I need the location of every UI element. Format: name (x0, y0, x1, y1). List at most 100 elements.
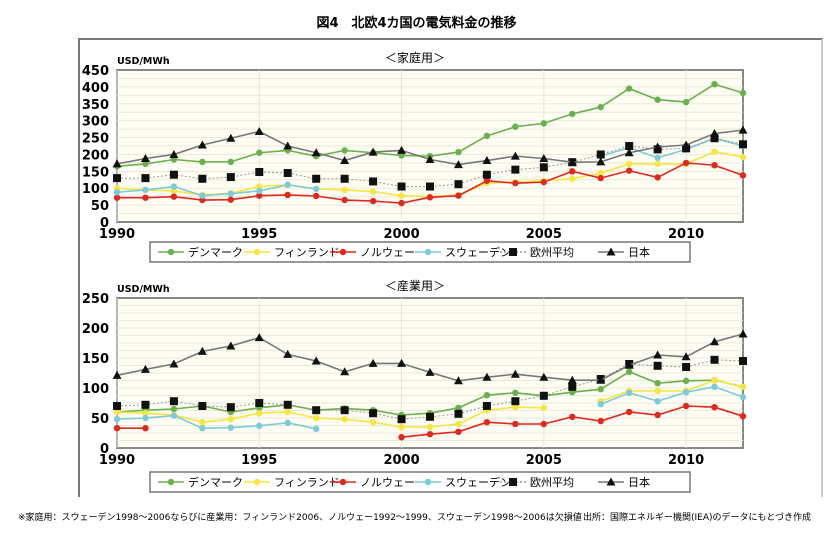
series-ノルウェー (113, 159, 747, 207)
data-point (140, 153, 150, 162)
data-point (567, 157, 577, 166)
y-tick-label: 250 (82, 132, 109, 147)
data-point (227, 158, 235, 166)
data-point (141, 400, 150, 409)
legend-item: スウェーデン (415, 245, 511, 259)
series-ノルウェー (113, 402, 747, 441)
legend: デンマーク フィンランド ノルウェー スウェーデン 欧州平均 日本 (149, 241, 691, 263)
data-point (625, 389, 633, 396)
data-point (398, 434, 405, 441)
data-point (312, 185, 320, 193)
data-point (625, 160, 633, 168)
series-line (116, 137, 744, 197)
data-point (425, 367, 435, 376)
data-point (368, 147, 378, 156)
data-point (539, 163, 548, 172)
data-point (739, 89, 747, 97)
data-point (738, 329, 748, 338)
legend-label: 日本 (628, 245, 650, 259)
data-point (569, 175, 576, 182)
data-point (681, 352, 691, 361)
series-line (116, 379, 744, 428)
data-point (569, 168, 576, 175)
data-point (682, 363, 691, 371)
data-point (340, 156, 350, 165)
data-point (711, 383, 718, 390)
legend-label: スウェーデン (445, 245, 511, 259)
data-point (197, 346, 207, 355)
data-point (596, 157, 606, 166)
data-point (113, 174, 121, 183)
legend-marker (253, 248, 261, 256)
data-point (511, 165, 520, 174)
data-point (597, 174, 604, 182)
data-point (512, 123, 519, 130)
data-point (226, 403, 235, 412)
data-point (483, 392, 491, 399)
data-point (199, 425, 206, 432)
data-point (455, 428, 462, 435)
data-point (170, 193, 178, 200)
data-point (455, 420, 462, 428)
data-point (227, 424, 235, 431)
data-point (169, 397, 178, 406)
data-point (170, 187, 178, 195)
data-point (226, 173, 235, 182)
series-日本 (112, 125, 748, 169)
data-point (256, 422, 263, 429)
data-point (256, 192, 263, 199)
data-point (539, 372, 549, 381)
data-point (256, 149, 263, 156)
data-point (682, 377, 690, 384)
x-tick-label: 1990 (99, 453, 135, 468)
data-point (454, 409, 463, 418)
data-point (283, 349, 293, 358)
data-point (142, 414, 149, 422)
data-point (511, 397, 520, 406)
data-point (512, 389, 519, 396)
y-tick-label: 50 (91, 412, 109, 427)
data-point (312, 406, 321, 415)
data-point (711, 404, 718, 411)
data-point (567, 375, 577, 384)
data-point (311, 148, 321, 157)
data-point (170, 412, 178, 419)
data-point (625, 408, 633, 416)
data-point (113, 194, 121, 201)
figure-frame (78, 38, 823, 497)
data-point (341, 147, 348, 154)
data-point (199, 196, 206, 204)
data-point (369, 177, 378, 186)
data-point (368, 358, 378, 367)
data-point (340, 406, 349, 415)
y-tick-label: 150 (82, 165, 109, 180)
data-point (226, 133, 236, 142)
legend-label: フィンランド (274, 246, 340, 259)
data-point (398, 199, 405, 207)
legend-item: 欧州平均 (500, 476, 574, 489)
data-point (284, 419, 291, 426)
legend-label: 欧州平均 (530, 476, 574, 489)
x-tick-label: 2005 (526, 227, 562, 242)
data-point (169, 359, 179, 368)
data-point (711, 377, 718, 384)
y-tick-label: 250 (82, 292, 109, 307)
data-point (540, 404, 548, 411)
data-point (312, 414, 320, 422)
data-point (226, 341, 236, 350)
data-point (141, 174, 150, 183)
data-point (739, 383, 747, 390)
data-point (739, 413, 747, 420)
legend-marker (509, 248, 517, 256)
data-point (596, 375, 606, 384)
data-point (113, 408, 121, 416)
data-point (113, 189, 121, 196)
legend-marker (253, 478, 261, 486)
data-point (682, 389, 690, 396)
data-point (425, 155, 435, 164)
data-point (283, 400, 292, 409)
data-point (597, 103, 604, 111)
legend-marker (509, 478, 517, 486)
data-point (227, 416, 235, 423)
y-tick-label: 50 (91, 199, 109, 214)
